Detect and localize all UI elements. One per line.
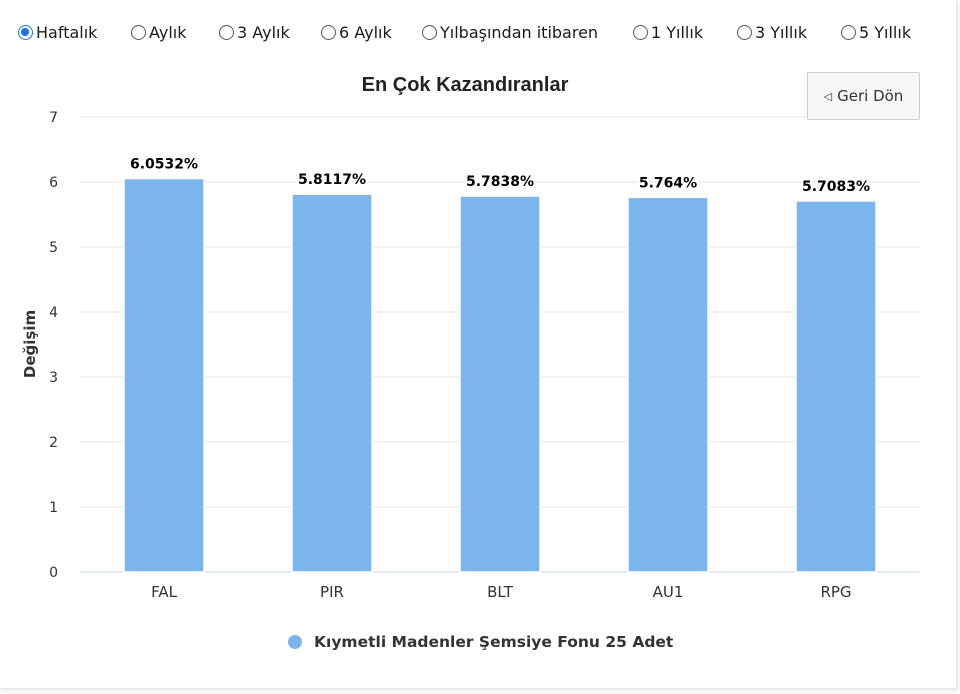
period-label: Yılbaşından itibaren [440,22,599,42]
data-labels: 6.0532% 5.8117% 5.7838% 5.764% 5.7083% [128,155,871,196]
radio-1-year-icon[interactable] [633,24,648,40]
period-option-1-year[interactable]: 1 Yıllık [633,20,703,44]
data-label: 5.764% [639,175,697,191]
period-label: 1 Yıllık [651,22,704,42]
radio-monthly-icon[interactable] [131,24,146,40]
y-tick-label: 0 [49,565,58,581]
x-tick-label: RPG [820,583,851,601]
period-label: Haftalık [36,22,98,42]
x-axis-ticks: FAL PIR BLT AU1 RPG [151,583,851,601]
period-option-weekly[interactable]: Haftalık [18,20,97,44]
radio-weekly-icon[interactable] [18,24,33,40]
radio-ytd-icon[interactable] [422,24,437,40]
data-label: 6.0532% [130,157,198,173]
period-label: 3 Aylık [237,22,290,42]
back-button-label: Geri Dön [837,87,904,105]
bar[interactable] [459,195,541,573]
back-triangle-icon: ◁ [823,89,833,103]
radio-3-years-icon[interactable] [737,24,752,40]
y-axis-title: Değişim [21,310,39,378]
y-tick-label: 5 [49,240,58,256]
period-option-ytd[interactable]: Yılbaşından itibaren [422,20,598,44]
x-tick-label: BLT [487,583,514,601]
x-tick-label: FAL [151,583,178,601]
period-option-monthly[interactable]: Aylık [131,20,186,44]
y-tick-label: 7 [49,110,58,126]
data-label: 5.7838% [466,174,534,190]
data-label: 5.7083% [802,179,870,195]
period-label: Aylık [149,22,187,42]
period-option-6-months[interactable]: 6 Aylık [321,20,392,44]
y-tick-label: 1 [49,500,58,516]
y-tick-label: 6 [49,175,58,191]
chart-title: En Çok Kazandıranlar [362,74,569,96]
bar[interactable] [795,200,877,573]
bar[interactable] [291,193,373,573]
data-label: 5.8117% [298,172,366,188]
legend-item[interactable]: Kıymetli Madenler Şemsiye Fonu 25 Adet [288,632,673,652]
bar-series [123,177,877,573]
x-tick-label: AU1 [653,583,684,601]
period-option-3-months[interactable]: 3 Aylık [219,20,290,44]
radio-3-months-icon[interactable] [219,24,234,40]
period-selector: Haftalık Aylık 3 Aylık 6 Aylık Yılbaşınd… [18,20,948,44]
bar[interactable] [627,196,709,573]
radio-5-years-icon[interactable] [841,24,856,40]
period-label: 5 Yıllık [859,22,912,42]
period-label: 6 Aylık [339,22,392,42]
period-label: 3 Yıllık [755,22,808,42]
radio-6-months-icon[interactable] [321,24,336,40]
bar[interactable] [123,177,205,573]
y-tick-label: 4 [49,305,58,321]
x-tick-label: PIR [320,583,344,601]
legend-label: Kıymetli Madenler Şemsiye Fonu 25 Adet [314,633,674,651]
legend-marker-icon [288,635,302,649]
back-button[interactable]: ◁ Geri Dön [807,72,920,120]
period-option-5-years[interactable]: 5 Yıllık [841,20,911,44]
y-axis-ticks: 0 1 2 3 4 5 6 7 [49,110,58,581]
period-option-3-years[interactable]: 3 Yıllık [737,20,807,44]
y-tick-label: 3 [49,370,58,386]
y-tick-label: 2 [49,435,58,451]
